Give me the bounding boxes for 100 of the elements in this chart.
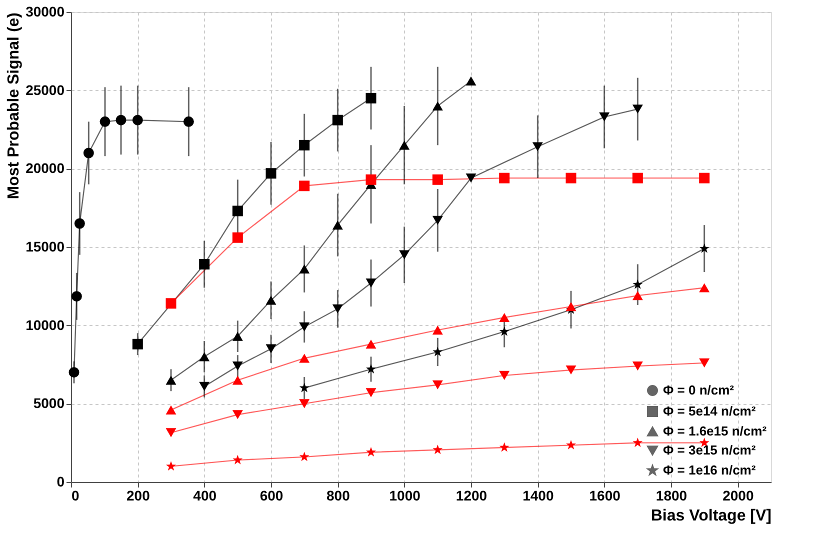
- point: [566, 172, 576, 184]
- y-tick-label: 20000: [26, 160, 65, 176]
- point: [432, 174, 443, 185]
- point: [132, 338, 143, 350]
- legend-label: Φ = 0 n/cm²: [663, 382, 735, 398]
- point: [116, 114, 126, 126]
- point: [232, 206, 243, 216]
- point: [332, 114, 343, 126]
- point: [166, 428, 176, 438]
- legend-label: Φ = 5e14 n/cm²: [663, 404, 756, 418]
- point: [499, 442, 510, 452]
- point: [632, 438, 643, 448]
- y-tick-label: 30000: [26, 4, 65, 20]
- point: [599, 112, 610, 122]
- point: [166, 461, 176, 471]
- point: [532, 142, 543, 152]
- point: [366, 364, 376, 374]
- point: [299, 399, 310, 408]
- point: [71, 291, 82, 302]
- point: [366, 340, 376, 349]
- point: [232, 376, 243, 385]
- point: [466, 174, 476, 183]
- point: [366, 92, 376, 104]
- point: [266, 296, 276, 305]
- point: [366, 388, 376, 398]
- point: [183, 116, 194, 127]
- x-tick-label: 400: [193, 488, 217, 504]
- x-tick-label: 800: [326, 488, 350, 504]
- point: [232, 454, 243, 464]
- point: [566, 302, 576, 312]
- point: [699, 172, 710, 184]
- point: [132, 114, 143, 126]
- point: [299, 322, 310, 332]
- point: [100, 116, 110, 127]
- point: [632, 172, 643, 184]
- point: [466, 76, 476, 86]
- point: [199, 352, 210, 362]
- x-tick-label: 1200: [456, 488, 488, 504]
- point: [74, 218, 85, 229]
- legend-label: Φ = 1.6e15 n/cm²: [663, 424, 768, 438]
- point: [499, 312, 510, 322]
- point: [432, 380, 443, 390]
- point: [299, 382, 310, 392]
- x-axis-title: Bias Voltage [V]: [650, 508, 772, 524]
- point: [232, 362, 243, 371]
- x-tick-label: 200: [126, 488, 150, 504]
- point: [299, 180, 310, 192]
- legend-label: Φ = 3e15 n/cm²: [663, 442, 756, 458]
- point: [299, 354, 310, 363]
- point: [699, 243, 710, 253]
- point: [68, 367, 80, 378]
- point: [332, 304, 343, 314]
- point: [699, 358, 710, 368]
- point: [299, 140, 310, 150]
- x-tick-label: 1400: [522, 488, 554, 504]
- y-axis-title: Most Probable Signal (e): [6, 12, 23, 200]
- point: [299, 452, 310, 462]
- y-tick-label: 5000: [33, 395, 65, 412]
- point: [232, 232, 243, 243]
- point: [232, 410, 243, 420]
- point: [432, 346, 443, 356]
- point: [432, 325, 443, 335]
- point: [566, 365, 576, 375]
- y-tick-label: 10000: [26, 316, 65, 333]
- point: [83, 148, 94, 158]
- point: [299, 264, 310, 274]
- point: [366, 174, 376, 185]
- point: [266, 344, 276, 354]
- point: [266, 168, 276, 179]
- x-tick-label: 600: [260, 488, 284, 504]
- point: [366, 446, 376, 456]
- point: [432, 101, 443, 111]
- y-tick-label: 25000: [26, 82, 65, 98]
- point: [699, 283, 710, 292]
- point: [166, 298, 176, 309]
- point: [499, 172, 510, 184]
- point: [632, 104, 643, 114]
- point: [199, 382, 210, 391]
- point: [432, 216, 443, 225]
- point: [166, 376, 176, 385]
- point: [399, 250, 410, 260]
- x-tick-label: 0: [72, 488, 80, 504]
- point: [199, 258, 210, 270]
- point: [166, 405, 176, 414]
- x-tick-label: 1600: [589, 488, 621, 504]
- point: [232, 332, 243, 341]
- point: [632, 291, 643, 300]
- point: [499, 326, 510, 336]
- x-tick-label: 1800: [656, 488, 688, 504]
- x-tick-label: 2000: [722, 488, 754, 504]
- y-tick-label: 15000: [26, 238, 65, 254]
- point: [632, 362, 643, 371]
- point: [632, 279, 643, 289]
- y-tick-label: 0: [56, 474, 65, 490]
- point: [566, 440, 576, 450]
- legend-label: Φ = 1e16 n/cm²: [663, 462, 756, 478]
- x-tick-label: 1000: [389, 488, 421, 504]
- point: [366, 278, 376, 288]
- point: [432, 444, 443, 454]
- point: [499, 370, 510, 380]
